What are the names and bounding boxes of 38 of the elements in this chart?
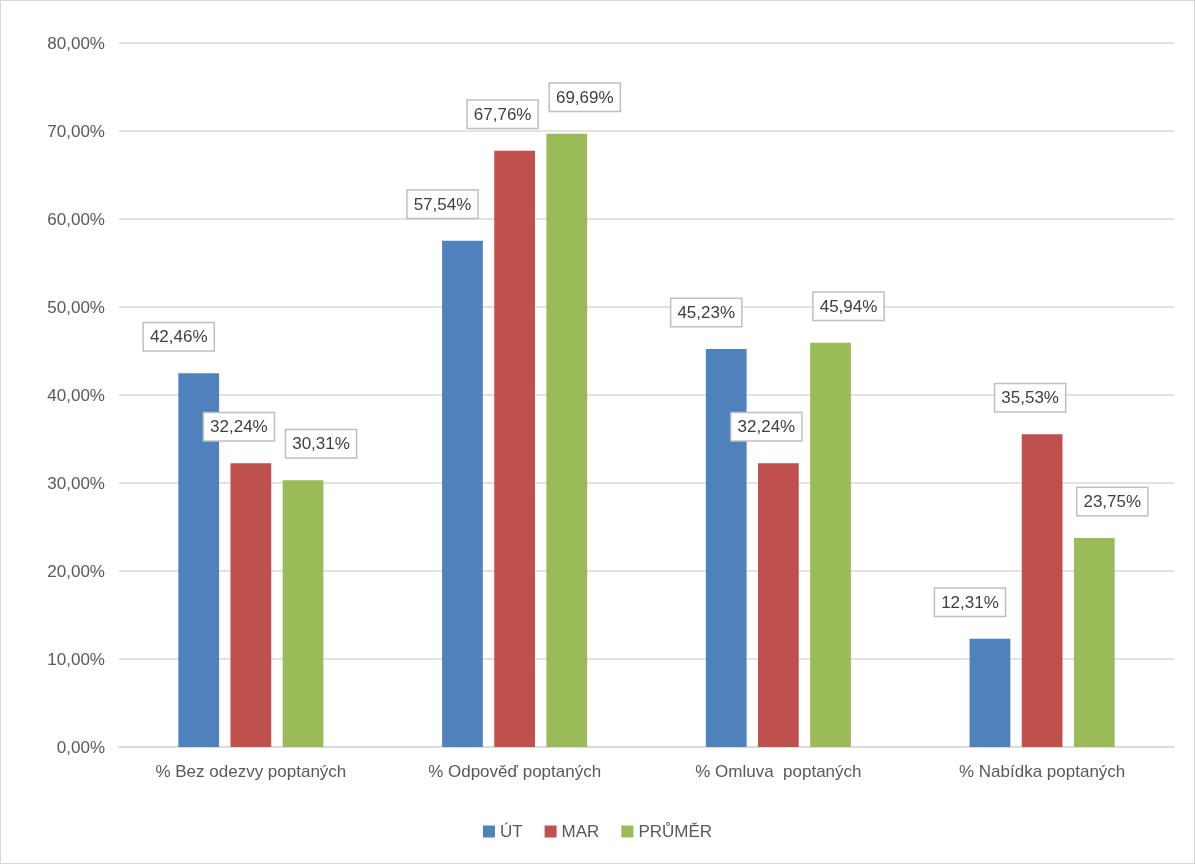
- data-label: 45,23%: [677, 302, 736, 322]
- x-tick-label: % Nabídka poptaných: [958, 762, 1126, 781]
- bar: [546, 133, 588, 747]
- bar: [1073, 538, 1115, 747]
- data-label: 45,94%: [819, 296, 878, 316]
- data-label: 42,46%: [149, 327, 208, 347]
- x-tick-label: % Odpověď poptaných: [428, 762, 602, 781]
- data-label: 57,54%: [413, 194, 472, 214]
- bar: [758, 463, 799, 747]
- y-tick-label: 0,00%: [56, 737, 105, 757]
- legend-label: ÚT: [499, 822, 523, 841]
- y-tick-label: 10,00%: [47, 649, 105, 669]
- y-tick-label: 30,00%: [47, 473, 105, 493]
- legend-label: PRŮMĚR: [638, 822, 713, 841]
- legend-label: MAR: [561, 822, 600, 841]
- y-tick-label: 60,00%: [47, 209, 105, 229]
- data-label: 32,24%: [737, 417, 796, 437]
- bar: [230, 463, 272, 747]
- data-label: 35,53%: [1001, 388, 1059, 408]
- data-label: 30,31%: [292, 434, 350, 454]
- y-tick-label: 50,00%: [47, 297, 105, 317]
- bar: [442, 240, 483, 747]
- bar: [1021, 434, 1063, 747]
- x-tick-label: % Omluva poptaných: [695, 762, 862, 781]
- bar: [494, 150, 535, 747]
- y-tick-label: 80,00%: [47, 33, 105, 53]
- y-tick-label: 40,00%: [47, 385, 105, 405]
- data-label: 69,69%: [555, 87, 614, 107]
- bar: [810, 342, 851, 747]
- y-tick-label: 70,00%: [47, 121, 105, 141]
- x-tick-label: % Bez odezvy poptaných: [155, 762, 347, 781]
- data-label: 23,75%: [1083, 492, 1142, 511]
- bar: [282, 480, 324, 747]
- bar: [969, 638, 1011, 747]
- data-label: 67,76%: [473, 104, 532, 124]
- data-label: 12,31%: [941, 592, 999, 612]
- y-tick-label: 20,00%: [47, 561, 105, 581]
- data-label: 32,24%: [210, 417, 268, 437]
